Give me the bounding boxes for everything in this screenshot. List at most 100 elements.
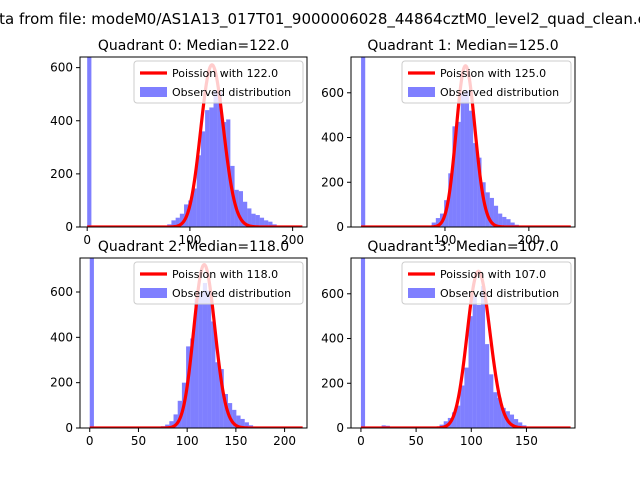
subplot-quadrant-3: 0 50 100 150 0 200 400 600 Poission with 107.0 Ob… [321, 239, 576, 448]
x-tick-label: 0 [83, 233, 91, 247]
axes-frame [350, 257, 576, 429]
y-tick-label: 400 [50, 114, 73, 128]
histogram-bar [464, 90, 470, 227]
legend-fit-label: Poission with 125.0 [440, 67, 546, 80]
legend-hist-swatch [408, 288, 435, 298]
plot-content [359, 258, 572, 428]
x-tick-label: 200 [517, 233, 540, 247]
histogram-bar [518, 422, 523, 428]
histogram-bar [493, 205, 499, 227]
histogram-bar [509, 414, 515, 428]
histogram-bar [87, 57, 92, 227]
y-tick-label: 600 [50, 61, 73, 75]
histogram-bar [485, 344, 490, 428]
y-tick-label: 200 [321, 376, 344, 390]
axes-frame [79, 257, 308, 429]
histogram-bar [89, 258, 94, 428]
histogram-bar [476, 304, 481, 428]
histogram-bar [264, 220, 269, 227]
histogram-bar [485, 192, 490, 227]
histogram-bar [460, 385, 465, 428]
histogram-bar [452, 126, 457, 227]
legend-fit-label: Poission with 122.0 [172, 67, 278, 80]
histogram-bar [240, 418, 245, 428]
plot-content [88, 258, 304, 428]
histogram-bar [169, 421, 174, 428]
histogram-bar [213, 90, 218, 227]
x-tick-label: 0 [86, 434, 94, 448]
subplot-title: Quadrant 0: Median=122.0 [98, 38, 289, 54]
histogram-bar [188, 200, 193, 227]
histogram-bar [361, 57, 366, 227]
y-tick-label: 600 [321, 287, 344, 301]
y-tick-label: 0 [336, 421, 344, 435]
histogram-bar [200, 131, 206, 227]
subplot-quadrant-2: 0 50 100 150 200 0 200 400 600 Poission with 118.… [50, 239, 308, 448]
histogram-bar [190, 338, 195, 428]
histogram-bar [456, 405, 461, 428]
histogram-bar [179, 213, 185, 227]
histogram-bar [360, 258, 366, 428]
legend-hist-swatch [140, 288, 167, 298]
histogram-bar [196, 155, 201, 227]
histogram-bar [435, 218, 440, 227]
histogram-bar [501, 407, 506, 428]
axes-frame [350, 56, 576, 228]
histogram-bar [221, 122, 227, 227]
x-tick-label: 50 [131, 434, 146, 448]
y-tick-label: 600 [50, 285, 73, 299]
x-tick-label: 150 [515, 434, 538, 448]
histogram-bar [497, 397, 502, 428]
histogram-bar [209, 107, 214, 227]
histogram-bar [448, 173, 453, 227]
legend-hist-label: Observed distribution [172, 287, 291, 300]
legend: Poission with 125.0 Observed distribution [401, 60, 572, 104]
histogram-bar [514, 419, 519, 428]
y-tick-label: 400 [321, 131, 344, 145]
histogram-bar [502, 216, 507, 227]
y-tick-label: 400 [50, 330, 73, 344]
histogram-bar [510, 222, 515, 227]
y-tick-label: 400 [321, 332, 344, 346]
y-tick-label: 200 [50, 376, 73, 390]
histogram-bar [207, 290, 212, 428]
histogram-bar [480, 285, 486, 428]
legend-hist-label: Observed distribution [440, 86, 559, 99]
legend-hist-label: Observed distribution [172, 86, 291, 99]
y-tick-label: 0 [65, 421, 73, 435]
y-tick-label: 0 [65, 220, 73, 234]
x-tick-label: 100 [178, 233, 201, 247]
legend-box [133, 261, 304, 305]
histogram-bar [247, 208, 252, 227]
histogram-bar [464, 367, 469, 428]
subplot-title: Quadrant 1: Median=125.0 [367, 38, 558, 54]
x-tick-label: 200 [273, 434, 296, 448]
subplot-title: Quadrant 2: Median=118.0 [98, 239, 289, 255]
legend: Poission with 107.0 Observed distribution [401, 261, 572, 305]
histogram-bar [217, 91, 222, 227]
axes-frame [79, 56, 308, 228]
x-tick-label: 50 [408, 434, 423, 448]
histogram-bar [202, 282, 208, 428]
histogram-bar [243, 201, 248, 227]
histogram-bar [473, 143, 478, 227]
histogram-bar [498, 213, 503, 227]
histogram-bar [238, 191, 244, 227]
y-tick-label: 200 [50, 167, 73, 181]
x-tick-label: 0 [357, 434, 365, 448]
histogram-bar [493, 392, 498, 428]
legend-fit-label: Poission with 107.0 [440, 268, 546, 281]
legend-box [401, 60, 572, 104]
histogram-bar [219, 369, 224, 428]
x-tick-label: 100 [434, 233, 457, 247]
histogram-bar [477, 157, 482, 227]
x-tick-label: 200 [281, 233, 304, 247]
histogram-bar [456, 121, 461, 227]
histogram-bar [173, 414, 178, 428]
legend-box [401, 261, 572, 305]
x-tick-label: 100 [176, 434, 199, 448]
histogram-bar [468, 316, 473, 428]
histogram-bar [198, 292, 203, 428]
histogram-bar [171, 220, 176, 227]
